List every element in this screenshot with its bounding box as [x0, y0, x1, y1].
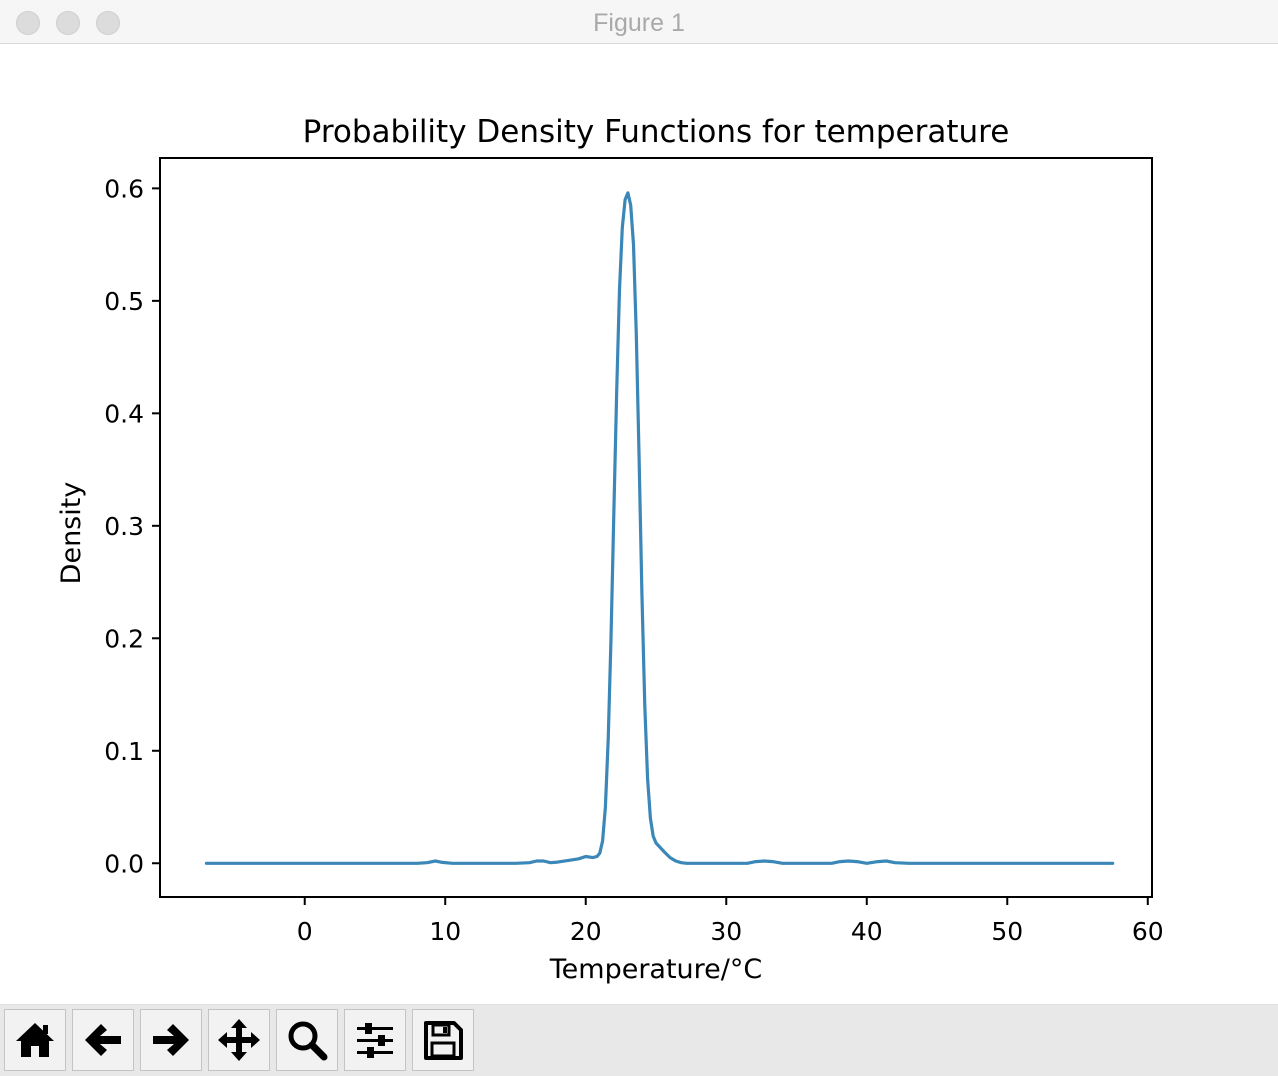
back-arrow-icon — [85, 1024, 121, 1056]
x-tick-label: 10 — [429, 917, 461, 946]
x-tick-label: 20 — [570, 917, 602, 946]
close-window-button[interactable] — [16, 11, 40, 35]
pan-button[interactable] — [208, 1009, 270, 1071]
save-button[interactable] — [412, 1009, 474, 1071]
x-tick-label: 0 — [297, 917, 313, 946]
window-titlebar: Figure 1 — [0, 0, 1278, 44]
y-tick-label: 0.4 — [104, 399, 144, 428]
back-button[interactable] — [72, 1009, 134, 1071]
x-tick-label: 50 — [991, 917, 1023, 946]
y-axis-ticks: 0.0 0.1 0.2 0.3 0.4 0.5 0.6 — [104, 174, 160, 878]
configure-subplots-button[interactable] — [344, 1009, 406, 1071]
minimize-window-button[interactable] — [56, 11, 80, 35]
series-line-temperature — [204, 191, 1115, 865]
plot-frame — [159, 157, 1153, 898]
y-tick-label: 0.1 — [104, 737, 144, 766]
navigation-toolbar — [0, 1004, 1278, 1076]
x-tick-label: 60 — [1132, 917, 1164, 946]
y-tick-label: 0.6 — [104, 174, 144, 203]
pdf-chart: Probability Density Functions for temper… — [56, 114, 1164, 985]
home-button[interactable] — [4, 1009, 66, 1071]
chart-title: Probability Density Functions for temper… — [303, 114, 1010, 150]
zoom-button[interactable] — [276, 1009, 338, 1071]
save-floppy-icon — [424, 1021, 463, 1060]
zoom-magnifier-icon — [288, 1021, 328, 1061]
y-tick-label: 0.0 — [104, 849, 144, 878]
figure-canvas[interactable]: Probability Density Functions for temper… — [0, 44, 1278, 1004]
y-axis-label: Density — [56, 482, 87, 585]
window-title: Figure 1 — [593, 9, 685, 37]
configure-subplots-sliders-icon — [357, 1023, 393, 1058]
y-tick-label: 0.3 — [104, 512, 144, 541]
zoom-window-button[interactable] — [96, 11, 120, 35]
x-tick-label: 30 — [710, 917, 742, 946]
x-axis-ticks: 0 10 20 30 40 50 60 — [297, 897, 1164, 946]
y-tick-label: 0.2 — [104, 624, 144, 653]
home-icon — [16, 1023, 54, 1057]
pan-move-icon — [218, 1019, 260, 1061]
forward-button[interactable] — [140, 1009, 202, 1071]
x-axis-label: Temperature/°C — [549, 954, 762, 985]
y-tick-label: 0.5 — [104, 287, 144, 316]
forward-arrow-icon — [153, 1024, 189, 1056]
x-tick-label: 40 — [851, 917, 883, 946]
